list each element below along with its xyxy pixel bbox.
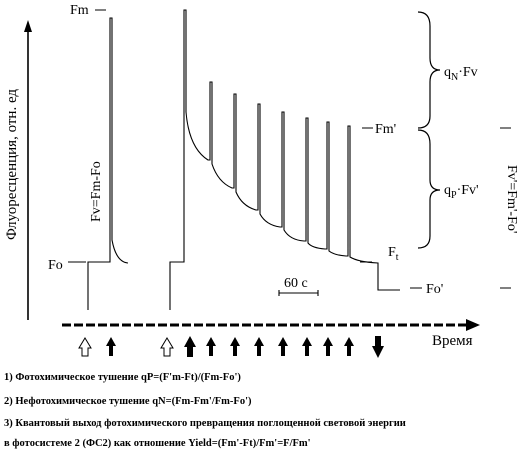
saturating-pulse-arrow-2: [206, 337, 216, 356]
measuring-light-arrow-1: [78, 337, 92, 357]
saturating-pulse-arrow-4: [254, 337, 264, 356]
trace-dark-adapted: [87, 17, 129, 310]
actinic-light-on-arrow: [184, 336, 196, 357]
brace-qp: [417, 129, 441, 249]
y-axis-label: Флуоресценция, отн. ед: [4, 89, 20, 240]
label-fm-prime: Fm': [375, 122, 396, 137]
label-qp: qP·Fv': [444, 183, 479, 201]
saturating-pulse-arrow-5: [278, 337, 288, 356]
x-axis-label: Время: [432, 333, 473, 349]
saturating-pulse-arrow-7: [323, 337, 333, 356]
label-fo-prime: Fo': [426, 282, 443, 297]
timescale-bar: [278, 290, 319, 296]
note-quantum-yield-cont: в фотосистеме 2 (ФС2) как отношение Yiel…: [4, 438, 311, 449]
saturating-pulse-arrow-8: [344, 337, 354, 356]
saturating-pulse-arrow-3: [230, 337, 240, 356]
label-fo: Fo: [48, 258, 63, 273]
note-photochemical-quenching: 1) Фотохимическое тушение qP=(F'm-Ft)/(F…: [4, 372, 241, 383]
saturating-pulse-arrow-6: [302, 337, 312, 356]
label-ft: Ft: [388, 245, 399, 263]
timescale-label: 60 с: [284, 276, 308, 291]
saturating-pulse-arrow-1: [106, 337, 116, 356]
note-quantum-yield: 3) Квантовый выход фотохимического превр…: [4, 418, 406, 429]
measuring-light-arrow-2: [160, 337, 174, 357]
label-fv: Fv=Fm-Fo: [89, 161, 104, 222]
label-fv-prime: Fv'=Fm'-Fo': [504, 165, 519, 233]
note-nonphotochemical-quenching: 2) Нефотохимическое тушение qN=(Fm-Fm'/F…: [4, 396, 252, 407]
x-axis-arrow: [466, 319, 480, 331]
brace-qn: [417, 11, 441, 129]
trace-light-adapted: [169, 9, 400, 310]
y-axis-arrow: [24, 20, 32, 32]
actinic-light-off-arrow: [372, 336, 384, 358]
label-qn: qN·Fv: [444, 65, 478, 83]
label-fm: Fm: [70, 3, 89, 18]
